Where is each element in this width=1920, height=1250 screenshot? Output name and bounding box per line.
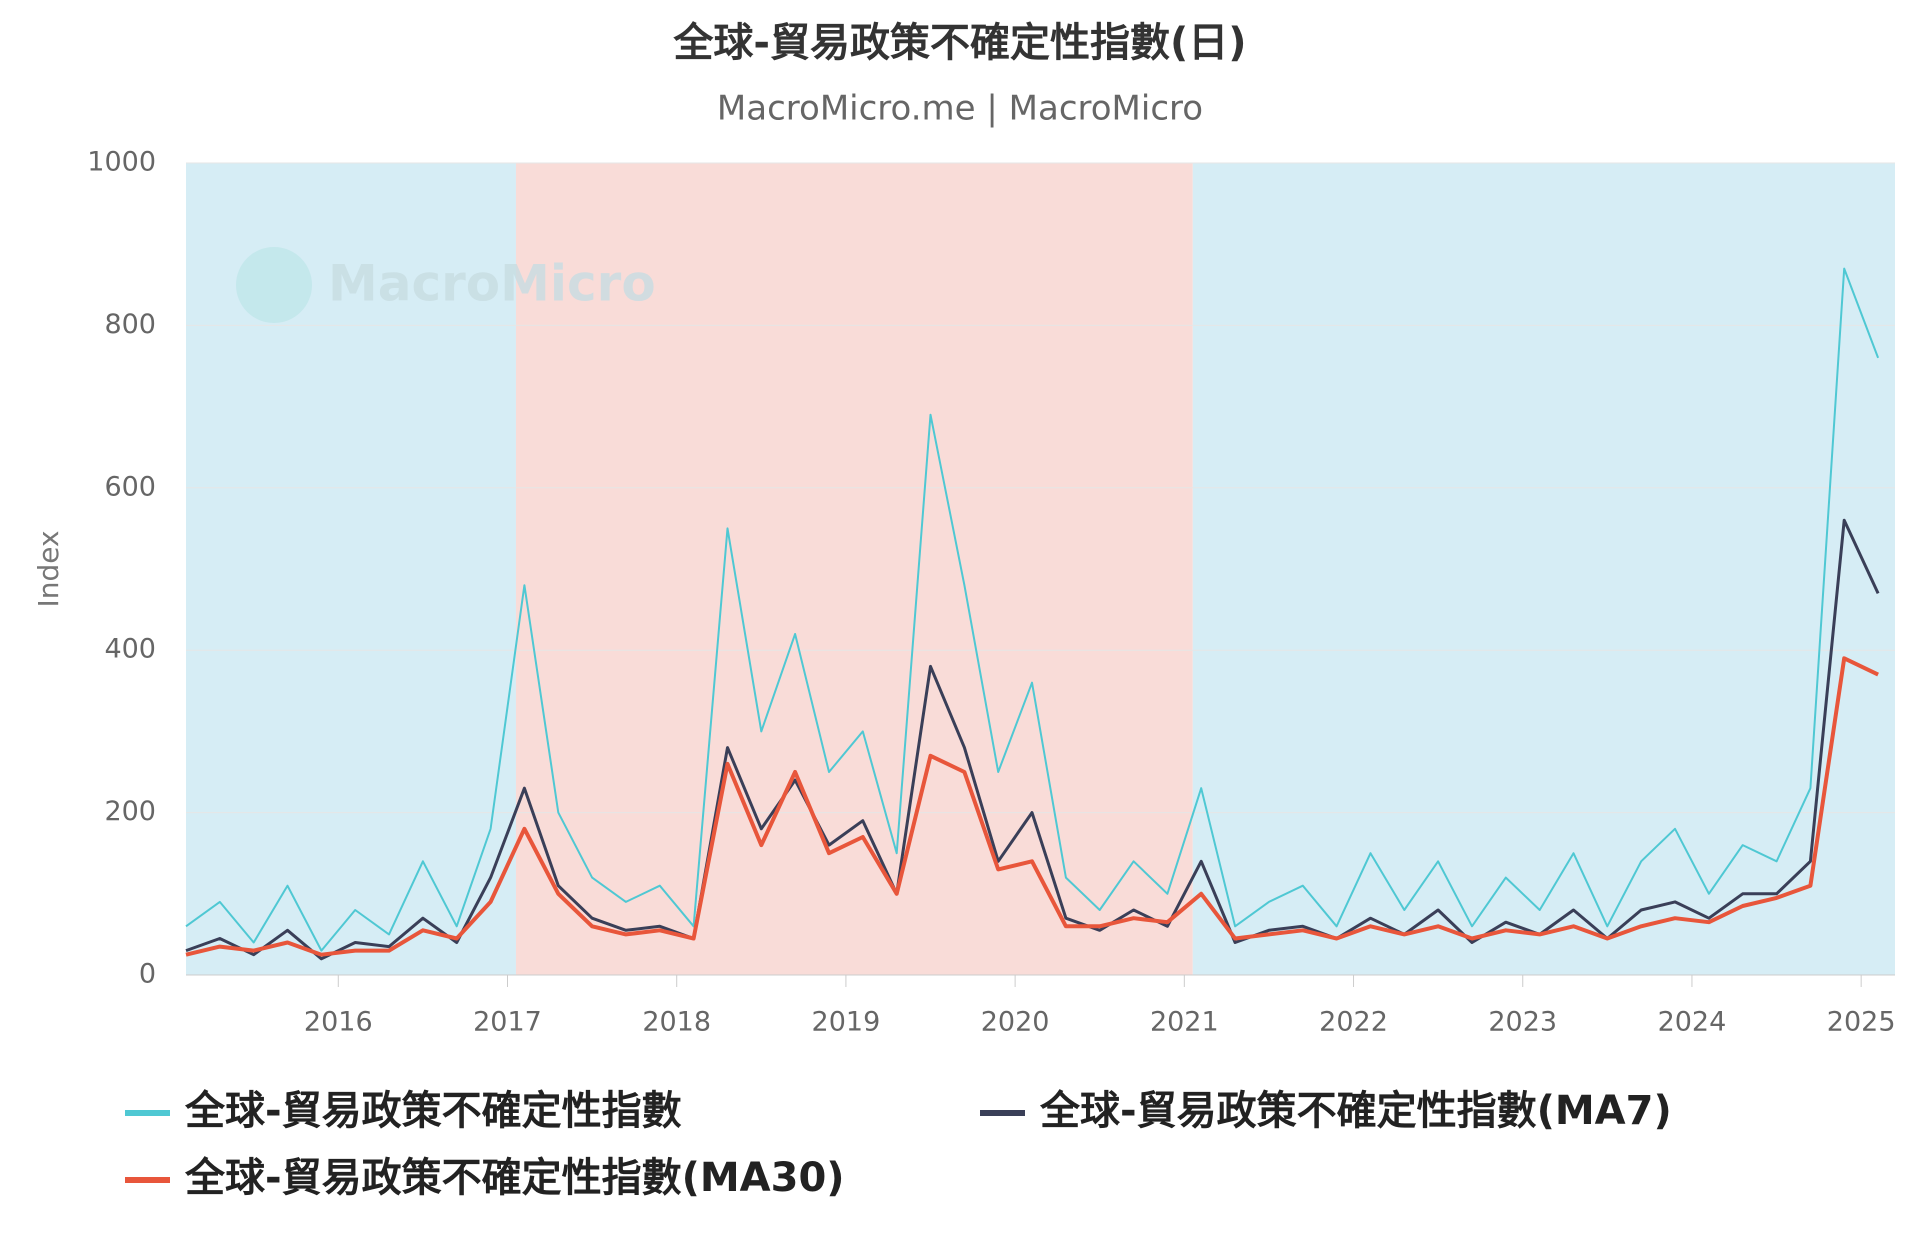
y-tick-label: 0 xyxy=(139,959,156,990)
series-line xyxy=(185,656,1879,957)
x-tick-label: 2025 xyxy=(1827,1007,1896,1038)
chart-subtitle: MacroMicro.me | MacroMicro xyxy=(717,89,1203,129)
x-tick-label: 2022 xyxy=(1319,1007,1388,1038)
x-tick-label: 2019 xyxy=(812,1007,881,1038)
watermark: MacroMicro xyxy=(328,255,656,313)
y-tick-label: 400 xyxy=(104,634,156,665)
y-tick-label: 600 xyxy=(104,471,156,502)
x-tick-label: 2021 xyxy=(1150,1007,1219,1038)
x-tick-label: 2016 xyxy=(304,1007,373,1038)
x-tick-label: 2023 xyxy=(1488,1007,1557,1038)
x-tick-label: 2024 xyxy=(1658,1007,1727,1038)
chart-title: 全球-貿易政策不確定性指數(日) xyxy=(672,20,1246,66)
plot-area: MacroMicro xyxy=(185,162,1895,976)
watermark-logo xyxy=(236,247,312,323)
legend-label: 全球-貿易政策不確定性指數(MA7) xyxy=(1039,1088,1672,1134)
x-tick-label: 2017 xyxy=(473,1007,542,1038)
x-tick-label: 2018 xyxy=(642,1007,711,1038)
series-line xyxy=(185,267,1880,952)
y-tick-label: 200 xyxy=(104,796,156,827)
y-tick-label: 800 xyxy=(104,309,156,340)
legend-label: 全球-貿易政策不確定性指數 xyxy=(184,1088,682,1134)
x-tick-label: 2020 xyxy=(981,1007,1050,1038)
legend-label: 全球-貿易政策不確定性指數(MA30) xyxy=(184,1155,845,1201)
y-tick-label: 1000 xyxy=(87,147,156,178)
series-line xyxy=(185,518,1880,961)
period-band xyxy=(1192,163,1895,975)
y-axis-label: Index xyxy=(32,530,65,607)
